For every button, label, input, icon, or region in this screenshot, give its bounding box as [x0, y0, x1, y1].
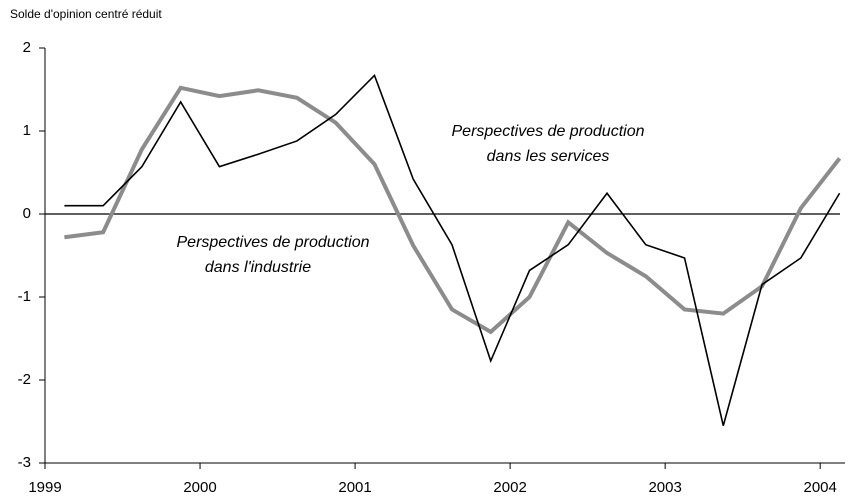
annotation: Perspectives de production [452, 123, 645, 140]
x-tick-label: 2003 [648, 479, 681, 496]
y-tick-label: -2 [18, 371, 31, 388]
y-tick-label: 0 [23, 205, 31, 222]
annotation: dans les services [487, 148, 610, 165]
y-tick-label: 1 [23, 122, 31, 139]
series-line [64, 85, 842, 335]
y-tick-label: -3 [18, 454, 31, 471]
annotation: dans l'industrie [205, 259, 311, 276]
annotation: Perspectives de production [177, 234, 370, 251]
y-tick-label: 2 [23, 39, 31, 56]
x-tick-label: 2002 [493, 479, 526, 496]
x-tick-label: 1999 [28, 479, 61, 496]
x-tick-label: 2004 [804, 479, 837, 496]
y-tick-label: -1 [18, 288, 31, 305]
x-tick-label: 2000 [183, 479, 216, 496]
series-line [64, 73, 841, 426]
y-axis-label: Solde d'opinion centré réduit [10, 7, 162, 21]
x-tick-label: 2001 [338, 479, 371, 496]
